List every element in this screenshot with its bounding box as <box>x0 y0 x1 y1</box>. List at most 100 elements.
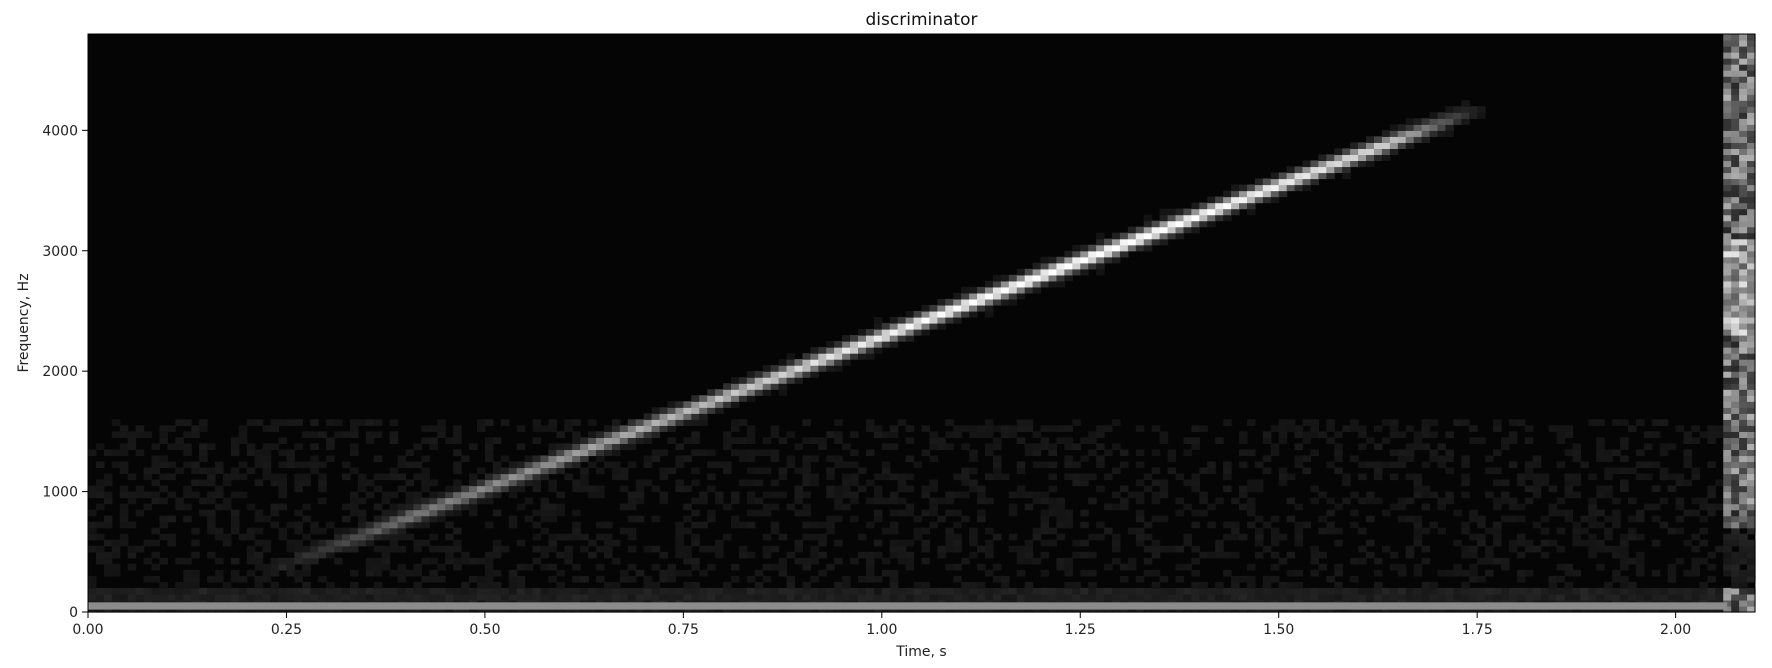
heatmap-cell <box>1723 587 1732 595</box>
heatmap-cell <box>1588 521 1597 529</box>
heatmap-cell <box>1008 292 1018 300</box>
heatmap-cell <box>230 521 240 529</box>
heatmap-cell <box>1064 455 1073 463</box>
heatmap-cell <box>1056 497 1065 505</box>
heatmap-cell <box>1405 545 1415 553</box>
heatmap-cell <box>1627 467 1637 475</box>
heatmap-cell <box>1310 593 1320 601</box>
heatmap-cell <box>1215 214 1224 222</box>
heatmap-cell <box>1262 521 1272 529</box>
heatmap-cell <box>1739 515 1748 523</box>
heatmap-cell <box>953 310 962 318</box>
heatmap-cell <box>675 461 684 469</box>
heatmap-cell <box>437 497 446 505</box>
heatmap-cell <box>1747 166 1756 174</box>
heatmap-cell <box>1747 88 1756 95</box>
heatmap-cell <box>794 593 804 601</box>
heatmap-cell <box>1239 190 1248 198</box>
heatmap-cell <box>969 539 978 547</box>
heatmap-cell <box>1548 509 1558 517</box>
heatmap-cell <box>1747 473 1756 481</box>
heatmap-cell <box>1008 431 1018 438</box>
heatmap-cell <box>1104 256 1113 264</box>
heatmap-cell <box>1453 118 1462 125</box>
heatmap-cell <box>357 587 367 595</box>
heatmap-cell <box>1159 515 1169 523</box>
heatmap-cell <box>1080 479 1089 487</box>
heatmap-cell <box>683 515 692 523</box>
heatmap-cell <box>1723 250 1732 258</box>
heatmap-cell <box>524 455 534 463</box>
heatmap-cell <box>969 551 978 559</box>
heatmap-cell <box>1366 551 1375 559</box>
heatmap-cell <box>1143 557 1153 565</box>
heatmap-cell <box>881 443 891 451</box>
heatmap-cell <box>1373 425 1383 432</box>
heatmap-cell <box>1469 569 1478 577</box>
heatmap-cell <box>556 569 565 577</box>
heatmap-cell <box>945 491 954 499</box>
heatmap-cell <box>580 473 589 481</box>
heatmap-cell <box>913 593 923 601</box>
heatmap-cell <box>794 377 804 384</box>
heatmap-cell <box>127 545 137 553</box>
heatmap-cell <box>1461 479 1470 487</box>
heatmap-cell <box>1620 557 1629 565</box>
heatmap-cell <box>1461 521 1470 529</box>
heatmap-cell <box>802 353 811 360</box>
heatmap-cell <box>484 575 494 583</box>
heatmap-cell <box>897 329 907 336</box>
heatmap-cell <box>1731 196 1740 204</box>
heatmap-cell <box>548 461 557 469</box>
heatmap-cell <box>1016 569 1026 577</box>
heatmap-cell <box>1191 220 1200 228</box>
heatmap-cell <box>691 431 700 438</box>
heatmap-cell <box>1683 539 1693 547</box>
heatmap-cell <box>897 473 907 481</box>
heatmap-cell <box>1421 425 1431 432</box>
heatmap-cell <box>278 473 288 481</box>
heatmap-cell <box>1572 521 1581 529</box>
heatmap-cell <box>1691 593 1701 601</box>
heatmap-cell <box>762 491 772 499</box>
heatmap-cell <box>421 575 430 583</box>
heatmap-cell <box>230 527 240 535</box>
heatmap-cell <box>1723 335 1732 342</box>
heatmap-cell <box>746 575 756 583</box>
heatmap-cell <box>1739 461 1748 469</box>
heatmap-cell <box>897 479 907 487</box>
heatmap-cell <box>1207 503 1216 511</box>
heatmap-cell <box>1699 431 1708 438</box>
heatmap-cell <box>524 473 534 481</box>
heatmap-cell <box>1199 208 1208 216</box>
heatmap-cell <box>1159 491 1169 499</box>
heatmap-cell <box>286 545 295 553</box>
heatmap-cell <box>516 485 526 493</box>
heatmap-cell <box>103 569 113 577</box>
heatmap-cell <box>143 539 153 547</box>
heatmap-cell <box>1580 587 1589 595</box>
heatmap-cell <box>1040 527 1050 535</box>
heatmap-cell <box>723 587 732 595</box>
heatmap-cell <box>1231 533 1240 541</box>
heatmap-cell <box>405 509 415 517</box>
heatmap-cell <box>95 491 105 499</box>
heatmap-cell <box>1143 485 1153 493</box>
heatmap-cell <box>1342 425 1351 432</box>
heatmap-cell <box>802 557 811 565</box>
heatmap-cell <box>1739 407 1748 414</box>
heatmap-cell <box>1334 539 1343 547</box>
heatmap-cell <box>183 443 192 451</box>
heatmap-cell <box>270 419 280 426</box>
heatmap-cell <box>929 593 938 601</box>
heatmap-cell <box>230 467 240 475</box>
heatmap-cell <box>1080 473 1089 481</box>
heatmap-cell <box>1056 563 1065 571</box>
heatmap-cell <box>1342 479 1351 487</box>
heatmap-cell <box>199 467 208 475</box>
heatmap-cell <box>1318 593 1327 601</box>
heatmap-cell <box>492 509 502 517</box>
heatmap-cell <box>1231 575 1240 583</box>
heatmap-cell <box>1604 587 1613 595</box>
heatmap-cell <box>1254 461 1264 469</box>
